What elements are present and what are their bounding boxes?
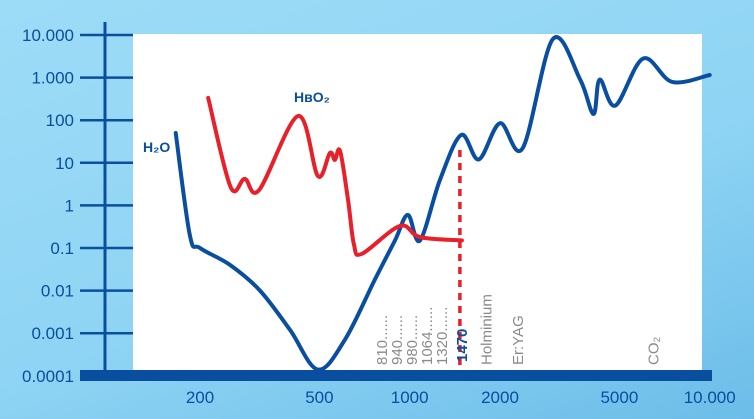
y-tick-label: 10.000: [22, 26, 74, 45]
series-line-hbo2: [206, 95, 464, 257]
y-tick-label: 1.000: [31, 69, 74, 88]
y-tick-label: 0.0001: [22, 367, 74, 386]
y-tick-label: 10: [55, 154, 74, 173]
marker-label: 1470: [454, 329, 471, 362]
y-tick-label: 1: [65, 196, 74, 215]
x-tick-label: 1000: [391, 388, 429, 407]
wavelength-annotation: Holminium: [478, 294, 495, 365]
wavelength-annotation: 1064......: [419, 307, 436, 365]
wavelength-annotation: 980......: [404, 315, 421, 365]
x-tick-label: 2000: [481, 388, 519, 407]
series-line-h2o: [173, 35, 712, 372]
x-tick-label: 10.000: [684, 388, 736, 407]
x-axis-bar: [80, 370, 712, 381]
wavelength-annotation: CO₂: [646, 337, 663, 366]
y-tick-label: 0.01: [41, 282, 74, 301]
y-tick-label: 0.001: [31, 324, 74, 343]
wavelength-annotation: 1320......: [434, 307, 451, 365]
y-tick-label: 100: [46, 111, 74, 130]
x-tick-label: 500: [305, 388, 333, 407]
x-tick-label: 5000: [600, 388, 638, 407]
wavelength-annotation: 940......: [389, 315, 406, 365]
x-tick-label: 200: [186, 388, 214, 407]
wavelength-annotation: 810......: [374, 315, 391, 365]
series-label-h2o: H₂O: [143, 139, 170, 155]
series-label-hbo2: HʙO₂: [294, 89, 330, 105]
wavelength-annotation: Er:YAG: [510, 315, 527, 365]
y-tick-label: 0.1: [50, 239, 74, 258]
